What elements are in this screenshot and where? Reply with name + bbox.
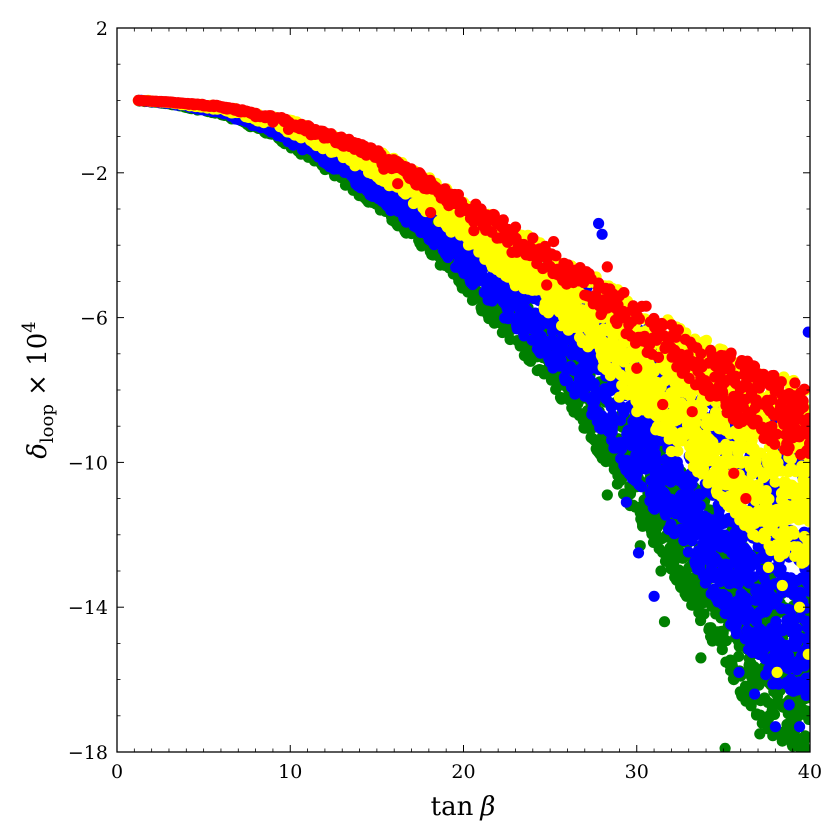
data-point: [694, 500, 706, 512]
data-point: [745, 698, 757, 710]
data-point: [803, 746, 810, 752]
data-point: [682, 546, 695, 558]
data-point: [601, 489, 613, 501]
data-point: [804, 585, 810, 597]
data-point: [658, 616, 671, 628]
data-point: [768, 708, 781, 721]
data-point: [535, 319, 547, 331]
data-point: [504, 311, 516, 323]
data-point: [799, 733, 810, 745]
data-point: [800, 705, 810, 717]
data-point: [747, 571, 760, 583]
data-point: [804, 672, 810, 684]
data-point: [364, 181, 376, 193]
data-point: [794, 721, 806, 733]
data-point: [580, 420, 593, 432]
data-point: [696, 403, 709, 416]
data-point: [716, 644, 728, 656]
data-points: [132, 94, 810, 752]
data-point: [801, 657, 810, 669]
data-point: [749, 688, 761, 700]
data-point: [791, 622, 803, 635]
data-point: [803, 639, 810, 651]
data-point: [500, 288, 512, 300]
data-point: [606, 409, 619, 421]
data-point: [803, 687, 810, 699]
data-point: [775, 563, 787, 575]
data-point: [615, 473, 628, 486]
data-point: [651, 454, 663, 466]
data-point: [593, 217, 605, 230]
data-point: [769, 721, 782, 733]
data-point: [632, 547, 645, 559]
data-point: [620, 496, 633, 508]
data-point: [803, 713, 810, 725]
data-point: [720, 635, 732, 647]
data-point: [802, 326, 810, 338]
data-point: [698, 608, 710, 620]
data-point: [700, 334, 713, 346]
data-point: [801, 622, 810, 634]
data-point: [724, 567, 736, 580]
data-point: [802, 567, 810, 579]
data-point: [719, 742, 731, 752]
data-point: [596, 228, 608, 240]
data-point: [783, 699, 795, 711]
data-point: [636, 481, 648, 493]
data-point: [648, 590, 660, 602]
data-point: [776, 735, 788, 747]
data-point: [804, 630, 810, 642]
data-point: [695, 652, 707, 664]
data-point: [733, 650, 745, 663]
data-point: [731, 628, 743, 640]
data-point: [754, 728, 766, 740]
data-point: [555, 354, 567, 367]
data-point: [655, 565, 667, 577]
data-point: [605, 420, 617, 432]
data-point: [785, 604, 797, 617]
data-point: [691, 431, 703, 443]
data-point: [733, 666, 745, 679]
